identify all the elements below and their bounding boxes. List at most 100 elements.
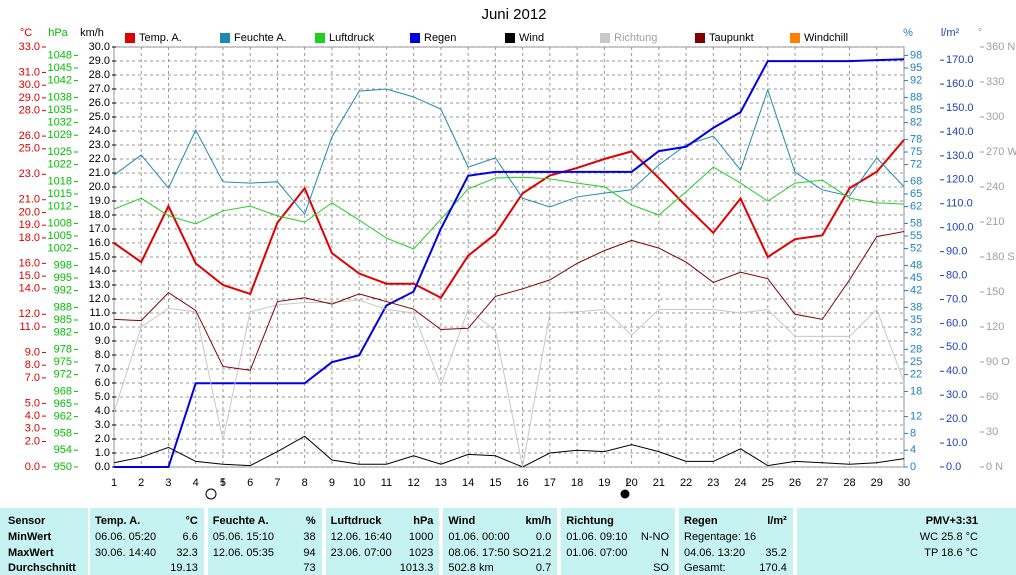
column-title: Feuchte A. (212, 515, 269, 527)
y-tick-label: 78 (910, 133, 922, 145)
y-tick-label: 19.0 (19, 219, 40, 231)
y-tick-label: 1048 (48, 49, 72, 61)
cell-right: 1013.3 (399, 562, 434, 574)
y-tick-label: 95 (910, 62, 922, 74)
y-tick-label: 1038 (48, 91, 72, 103)
column-unit: °C (185, 515, 198, 527)
y-tick-label: 240 (986, 181, 1004, 193)
column-title: Regen (684, 515, 718, 527)
row-label: MaxWert (8, 547, 54, 559)
cell-right: 1000 (408, 531, 434, 543)
y-tick-label: 7.0 (25, 372, 40, 384)
table-column (443, 508, 558, 575)
series-line (113, 166, 905, 250)
legend-swatch (220, 33, 230, 43)
y-tick-label: 38 (910, 301, 922, 313)
y-tick-label: 1025 (48, 146, 72, 158)
cell-right: 21.2 (529, 547, 552, 559)
table-column (679, 508, 793, 575)
y-tick-label: 25 (910, 356, 922, 368)
x-tick-label: 22 (680, 477, 692, 489)
y-tick-label: 0 N (986, 461, 1003, 473)
table-column (207, 508, 322, 575)
x-tick-label: 8 (302, 477, 308, 489)
cell-left: 502.8 km (448, 562, 494, 574)
series-line (113, 435, 905, 468)
y-tick-label: 170.0 (946, 54, 974, 66)
series-line (113, 231, 905, 371)
y-tick-label: 968 (54, 385, 72, 397)
y-tick-label: 985 (54, 314, 72, 326)
x-tick-label: 2 (138, 477, 144, 489)
cell-left: 01.06. 00:00 (448, 531, 510, 543)
y-tick-label: 975 (54, 356, 72, 368)
y-tick-label: 92 (910, 75, 922, 87)
x-tick-label: 5 (220, 477, 226, 489)
y-tick-label: 150 (986, 286, 1004, 298)
legend-swatch (505, 33, 515, 43)
row-label: Sensor (8, 515, 46, 527)
y-tick-label: 330 (986, 76, 1004, 88)
y-tick-label: 954 (54, 444, 72, 456)
cell-right: 19.13 (170, 562, 198, 574)
full-moon (205, 488, 217, 500)
y-tick-label: 58 (910, 217, 922, 229)
y-tick-label: 68 (910, 175, 922, 187)
y-tick-label: 3.0 (95, 419, 110, 431)
y-tick-label: 14.0 (19, 283, 40, 295)
y-tick-label: 88 (910, 91, 922, 103)
y-tick-label: 18 (910, 385, 922, 397)
y-tick-label: 1002 (48, 243, 72, 255)
y-tick-label: 35 (910, 314, 922, 326)
cell-left: 04.06. 13:20 (684, 547, 746, 559)
axis-unit: ° (978, 27, 982, 39)
y-tick-label: 65 (910, 188, 922, 200)
cell-left: Regentage: 16 (684, 531, 757, 543)
y-tick-label: 16.0 (89, 237, 110, 249)
y-tick-label: 21.0 (89, 167, 110, 179)
y-tick-label: 21.0 (19, 194, 40, 206)
y-tick-label: 1029 (48, 129, 72, 141)
x-tick-label: 30 (898, 477, 910, 489)
y-tick-label: 2.0 (95, 433, 110, 445)
column-unit: hPa (413, 515, 434, 527)
cell-right: 32.3 (176, 547, 198, 559)
y-tick-label: 90 O (986, 356, 1010, 368)
y-tick-label: 300 (986, 111, 1004, 123)
table-column (0, 508, 88, 575)
x-tick-label: 23 (707, 477, 719, 489)
y-tick-label: 120 (986, 321, 1004, 333)
legend-label: Regen (424, 32, 456, 44)
x-tick-label: 1 (111, 477, 117, 489)
y-tick-label: 15.0 (19, 270, 40, 282)
x-tick-label: 26 (789, 477, 801, 489)
row-label: Durchschnitt (8, 562, 76, 574)
y-tick-label: 5.0 (25, 397, 40, 409)
y-tick-label: 31.0 (19, 66, 40, 78)
legend-swatch (695, 33, 705, 43)
cell-right: SO (653, 562, 669, 574)
y-tick-label: 950 (54, 461, 72, 473)
y-tick-label: 18.0 (19, 232, 40, 244)
y-tick-label: 30.0 (89, 41, 110, 53)
legend-label: Wind (519, 32, 544, 44)
y-tick-label: 965 (54, 398, 72, 410)
y-tick-label: 14.0 (89, 265, 110, 277)
y-tick-label: 1035 (48, 104, 72, 116)
y-tick-label: 40.0 (946, 365, 967, 377)
y-tick-label: 110.0 (946, 198, 973, 210)
y-tick-label: 23.0 (89, 139, 110, 151)
y-tick-label: 30 (986, 426, 998, 438)
y-tick-label: 28.0 (89, 69, 110, 81)
y-tick-label: 20.0 (19, 206, 40, 218)
y-tick-label: 995 (54, 272, 72, 284)
y-tick-label: 48 (910, 259, 922, 271)
table-column (561, 508, 675, 575)
y-tick-label: 42 (910, 285, 922, 297)
y-tick-label: 27.0 (89, 83, 110, 95)
y-tick-label: 0.0 (95, 461, 110, 473)
column-unit: km/h (525, 515, 552, 527)
y-tick-label: 22.0 (89, 153, 110, 165)
x-tick-label: 16 (516, 477, 528, 489)
column-title: Temp. A. (95, 515, 141, 527)
